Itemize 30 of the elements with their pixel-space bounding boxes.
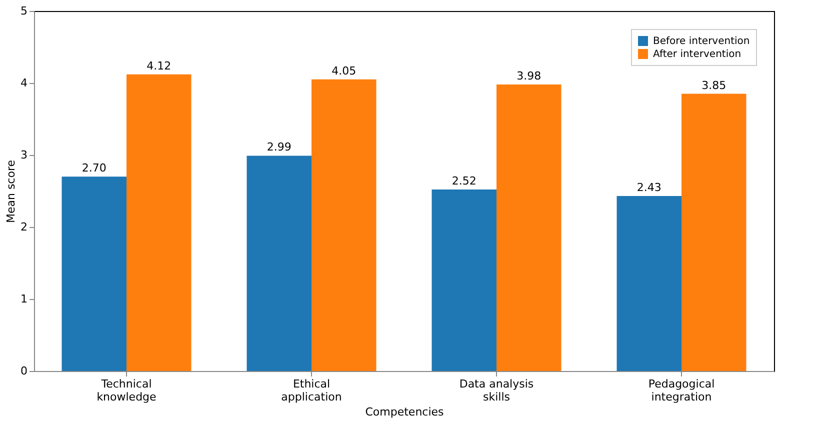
bar: [126, 74, 192, 371]
data-label: 3.98: [516, 69, 542, 82]
x-tick-label: Technical knowledge: [96, 378, 157, 404]
y-tick-label: 3: [20, 148, 28, 162]
y-axis-title: Mean score: [4, 160, 18, 224]
bar: [682, 94, 746, 371]
x-tick-label: Data analysis skills: [459, 378, 534, 404]
bar: [496, 84, 562, 371]
data-label: 4.12: [146, 59, 172, 72]
data-label: 2.70: [82, 162, 106, 175]
bar: [432, 190, 496, 371]
x-tick-label: Pedagogical integration: [648, 378, 715, 404]
bar: [246, 156, 312, 371]
x-axis-title: Competencies: [365, 406, 444, 418]
y-tick-label: 4: [20, 76, 28, 90]
bar: [312, 79, 376, 371]
y-tick-label: 1: [20, 292, 28, 306]
data-label: 4.05: [332, 64, 356, 78]
y-tick-label: 2: [20, 220, 28, 234]
data-label: 2.52: [452, 174, 476, 188]
bar: [616, 196, 682, 371]
bar: [62, 176, 126, 371]
data-label: 2.99: [266, 140, 292, 154]
y-tick-label: 0: [20, 364, 28, 378]
y-tick-label: 5: [20, 4, 28, 18]
legend-label: Before intervention: [653, 36, 750, 47]
data-label: 2.43: [636, 181, 662, 194]
x-tick-label: Ethical application: [281, 378, 342, 404]
legend-label: After intervention: [653, 49, 742, 60]
data-label: 3.85: [702, 78, 726, 92]
